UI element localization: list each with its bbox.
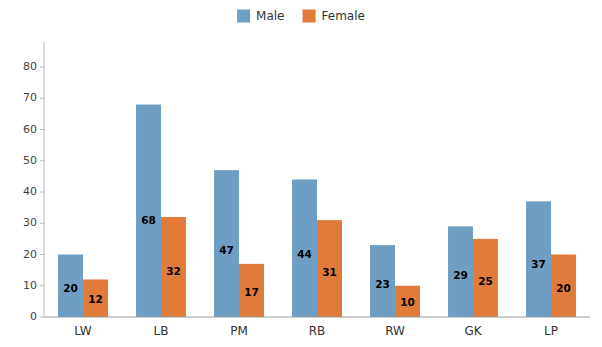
data-label: 20	[63, 282, 78, 294]
bar	[292, 180, 317, 318]
bar	[239, 264, 264, 317]
bar	[214, 170, 239, 317]
bar	[370, 245, 395, 317]
y-tick	[40, 98, 44, 99]
bar	[83, 280, 108, 318]
data-label: 44	[297, 248, 312, 260]
data-label: 47	[219, 244, 234, 256]
bar	[136, 105, 161, 318]
y-tick-label: 50	[23, 154, 37, 167]
x-tick-label: LB	[154, 324, 169, 338]
data-label: 25	[478, 275, 493, 287]
data-label: 31	[322, 266, 337, 278]
chart: 0 10 20 30 40 50 60 70 80 20 68 47 44 23 29 37 12 32 17 31 1…	[0, 0, 602, 347]
y-tick	[40, 254, 44, 255]
y-tick	[40, 160, 44, 161]
y-tick-label: 0	[30, 310, 37, 323]
y-tick-label: 10	[23, 279, 37, 292]
legend-label: Female	[322, 9, 365, 23]
x-tick-label: LP	[544, 324, 558, 338]
y-tick-label: 60	[23, 123, 37, 136]
data-label: 20	[556, 282, 571, 294]
bar	[448, 226, 473, 317]
legend-swatch	[303, 10, 316, 23]
y-tick	[40, 317, 44, 318]
y-axis-line	[44, 42, 45, 317]
y-tick	[40, 129, 44, 130]
bar	[317, 220, 342, 317]
y-tick	[40, 285, 44, 286]
y-tick	[40, 192, 44, 193]
data-label: 29	[453, 269, 468, 281]
data-label: 23	[375, 278, 390, 290]
bar	[161, 217, 186, 317]
bar	[551, 255, 576, 318]
y-tick-label: 20	[23, 248, 37, 261]
x-tick-label: RW	[385, 324, 405, 338]
data-label: 10	[400, 296, 415, 308]
x-tick-label: LW	[74, 324, 92, 338]
legend: Male Female	[237, 9, 365, 23]
legend-swatch	[237, 10, 250, 23]
x-axis-line	[44, 317, 590, 318]
data-label: 32	[166, 265, 181, 277]
x-tick-label: GK	[464, 324, 482, 338]
legend-label: Male	[256, 9, 284, 23]
y-tick-label: 70	[23, 91, 37, 104]
x-tick-label: PM	[230, 324, 248, 338]
y-tick-label: 30	[23, 216, 37, 229]
data-label: 17	[244, 286, 259, 298]
bars	[58, 105, 576, 318]
x-tick-label: RB	[309, 324, 326, 338]
y-tick	[40, 223, 44, 224]
y-tick-label: 40	[23, 185, 37, 198]
bar	[526, 201, 551, 317]
y-tick	[40, 67, 44, 68]
data-label: 68	[141, 214, 156, 226]
data-label: 37	[531, 258, 546, 270]
bar	[473, 239, 498, 317]
data-label: 12	[88, 293, 103, 305]
y-tick-label: 80	[23, 60, 37, 73]
bar	[58, 255, 83, 318]
bar	[395, 286, 420, 317]
